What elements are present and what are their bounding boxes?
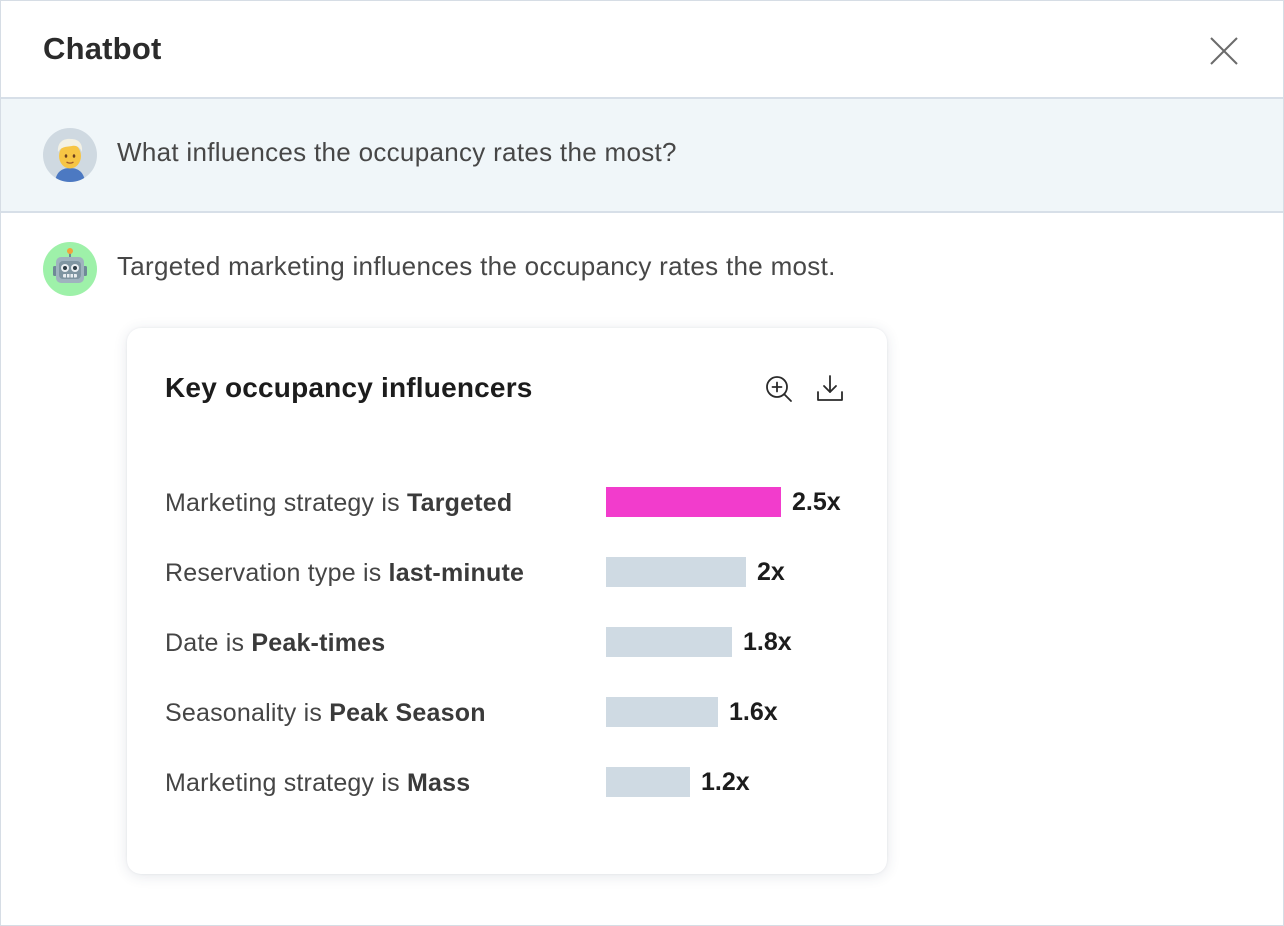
zoom-in-icon <box>766 376 792 402</box>
bar-value-label: 1.6x <box>729 698 778 726</box>
chart-row: Seasonality is Peak Season 1.6x <box>127 693 887 733</box>
robot-emoji-icon <box>53 248 87 283</box>
close-icon <box>1210 37 1238 65</box>
chart-row: Date is Peak-times 1.8x <box>127 623 887 663</box>
chatbot-header: Chatbot <box>1 1 1283 99</box>
chart-row: Reservation type is last-minute 2x <box>127 553 887 593</box>
bar-label-emphasis: Peak-times <box>251 629 386 657</box>
bar <box>606 697 718 727</box>
bar-value-label: 1.2x <box>701 768 750 796</box>
person-emoji-icon <box>55 138 85 182</box>
bar-label-emphasis: Peak Season <box>329 699 486 727</box>
zoom-button[interactable] <box>763 373 795 405</box>
bot-message-text: Targeted marketing influences the occupa… <box>117 251 836 281</box>
bot-message: Targeted marketing influences the occupa… <box>1 213 1283 925</box>
bar-label-prefix: Date is <box>165 629 252 657</box>
download-icon <box>817 375 843 401</box>
bar-label: Date is Peak-times <box>165 629 385 658</box>
bar-label: Seasonality is Peak Season <box>165 699 486 728</box>
bar-label-prefix: Seasonality is <box>165 699 330 727</box>
bar-label-emphasis: Mass <box>407 769 471 797</box>
bar-label: Reservation type is last-minute <box>165 559 524 588</box>
bar-label: Marketing strategy is Targeted <box>165 489 512 518</box>
bar-value-label: 2x <box>757 558 785 586</box>
chart-card: Key occupancy influencers Marketing stra… <box>127 328 887 874</box>
chart-row: Marketing strategy is Mass 1.2x <box>127 763 887 803</box>
user-message-text: What influences the occupancy rates the … <box>117 137 677 167</box>
bar-value-label: 1.8x <box>743 628 792 656</box>
bar-label: Marketing strategy is Mass <box>165 769 470 798</box>
bar-label-emphasis: last-minute <box>388 559 525 587</box>
bar <box>606 627 732 657</box>
chart-row: Marketing strategy is Targeted 2.5x <box>127 483 887 523</box>
bar-label-emphasis: Targeted <box>407 489 513 517</box>
close-button[interactable] <box>1207 34 1241 68</box>
window-title: Chatbot <box>43 31 162 66</box>
bar-value-label: 2.5x <box>792 488 841 516</box>
user-message: What influences the occupancy rates the … <box>1 99 1283 213</box>
user-avatar <box>43 128 97 182</box>
bar-label-prefix: Marketing strategy is <box>165 769 407 797</box>
bar <box>606 557 746 587</box>
bar <box>606 487 781 517</box>
bot-avatar <box>43 242 97 296</box>
chart-title: Key occupancy influencers <box>165 372 533 403</box>
bar <box>606 767 690 797</box>
bar-label-prefix: Reservation type is <box>165 559 389 587</box>
download-button[interactable] <box>814 373 846 405</box>
bar-label-prefix: Marketing strategy is <box>165 489 407 517</box>
